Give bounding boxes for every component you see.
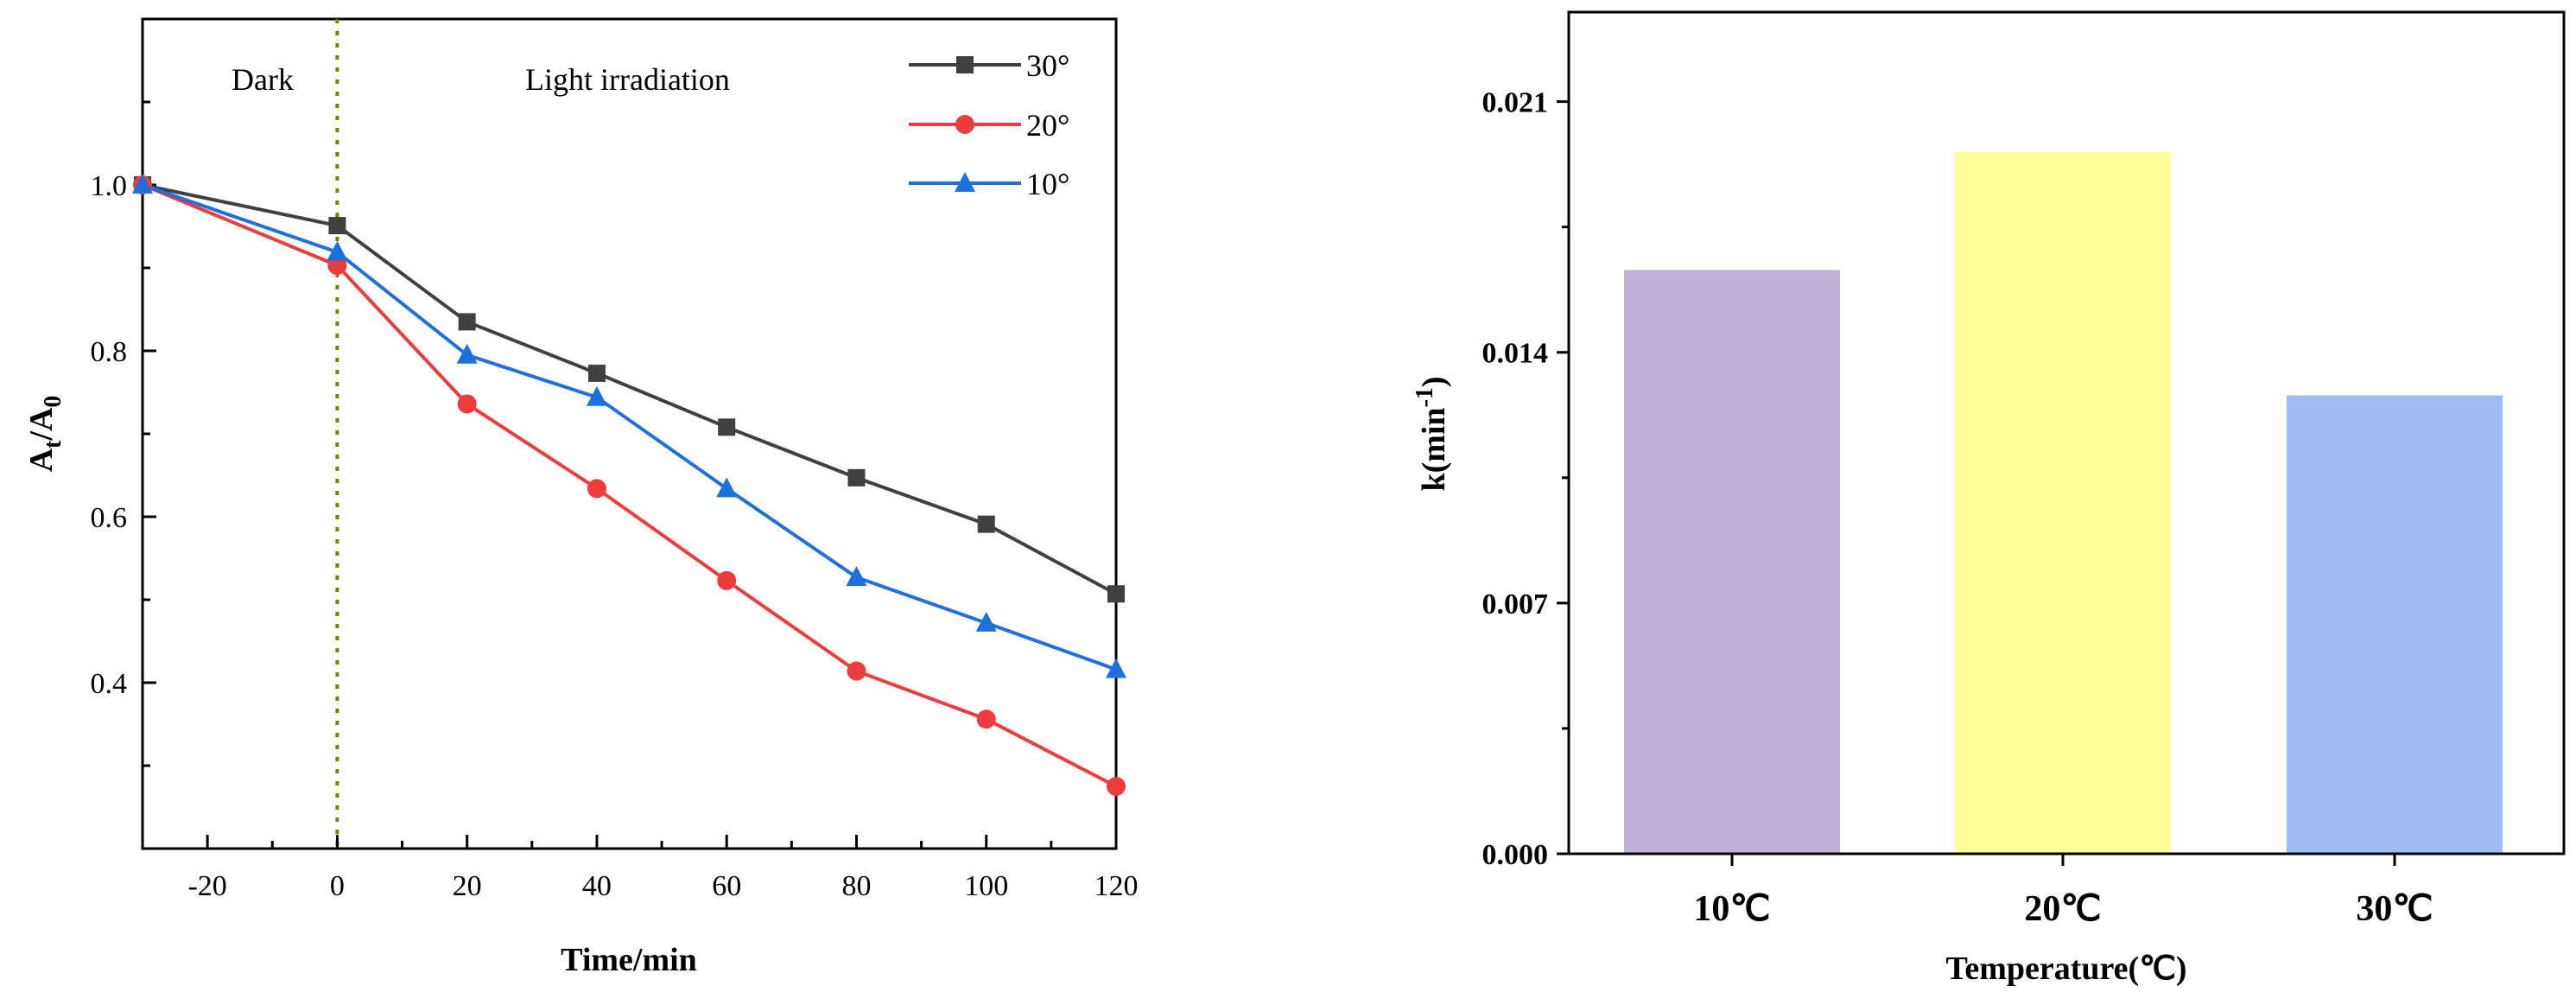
legend-marker-circle [955,115,974,134]
right-category-label: 20℃ [2024,889,2101,929]
left-x-axis-title: Time/min [561,942,697,978]
right-y-title-sup: -1 [1412,387,1438,407]
left-y-title-a: A [23,448,60,472]
right-y-axis-title: k(min-1) [1412,376,1452,491]
left-axis-ticks [141,100,1118,849]
left-x-tick-label: 80 [841,870,871,902]
bar-3 [2287,395,2503,855]
right-category-label: 30℃ [2356,889,2433,929]
data-point-triangle [846,566,867,587]
legend-label: 10° [1026,167,1069,201]
data-point-triangle [132,174,153,194]
left-x-tick-label: 100 [964,870,1008,902]
left-y-tick-label: 0.6 [91,502,128,534]
data-point-circle [847,661,866,681]
light-annotation: Light irradiation [525,62,730,97]
right-y-tick-label: 0.014 [1482,338,1549,370]
left-y-tick-label: 0.8 [91,336,128,368]
left-x-tick-label: -20 [187,870,226,902]
right-y-tick-label: 0.021 [1482,87,1549,119]
data-point-circle [457,394,477,414]
left-line-chart: -20 0 20 40 60 80 100 120 0.4 0.6 0.8 1.0 Dark Lig… [23,17,1139,978]
left-y-tick-labels: 0.4 0.6 0.8 1.0 [91,170,128,700]
left-y-title-sub-t: t [40,440,67,448]
right-plot-frame [1567,10,2566,856]
left-x-tick-label: 60 [712,870,741,902]
bar-2 [1955,151,2171,854]
right-category-label: 10℃ [1693,889,1770,929]
left-x-tick-label: 0 [330,870,345,902]
right-y-title-close: ) [1416,376,1452,387]
left-x-tick-label: 120 [1094,870,1139,902]
left-x-tick-label: 40 [582,870,612,902]
dark-annotation: Dark [232,62,294,97]
legend-marker-square [956,56,974,73]
right-y-tick-label: 0.000 [1482,839,1549,871]
data-point-square [847,468,866,487]
legend-label: 20° [1026,108,1069,143]
left-series-lines [142,183,1117,788]
data-point-square [718,418,736,436]
right-x-axis-title: Temperature(℃) [1945,951,2186,987]
legend-label: 30° [1026,48,1069,83]
series-line-2 [142,183,1117,788]
right-y-tick-labels: 0.000 0.007 0.014 0.021 [1482,87,1549,871]
series-line-3 [142,183,1117,671]
data-point-circle [1107,777,1126,796]
right-category-labels: 10℃ 20℃ 30℃ [1693,889,2433,929]
data-point-circle [717,570,737,590]
left-series-markers [132,174,1126,796]
series-line-1 [142,183,1117,596]
left-legend: 30° 20° 10° [909,48,1069,201]
data-point-square [458,313,476,331]
data-point-triangle [586,385,607,406]
left-y-title-slash: /A [23,407,60,442]
data-point-triangle [975,611,997,632]
left-y-axis-title: At/A0 [23,396,67,473]
legend-marker-triangle [955,172,975,192]
right-axis-ticks [1557,100,2396,866]
data-point-triangle [716,477,738,498]
bar-1 [1624,270,1840,855]
data-point-square [587,364,606,382]
data-point-circle [976,709,996,729]
data-point-square [328,217,346,235]
left-x-tick-labels: -20 0 20 40 60 80 100 120 [187,870,1138,902]
left-y-tick-label: 0.4 [91,668,128,700]
left-plot-frame [141,17,1118,850]
left-y-title-sub-0: 0 [40,396,67,408]
data-point-circle [587,479,606,499]
right-y-tick-label: 0.007 [1482,588,1549,620]
right-bars [1624,151,2503,855]
data-point-triangle [1106,658,1126,678]
left-x-tick-label: 20 [453,870,482,902]
right-bar-chart: 0.000 0.007 0.014 0.021 10℃ 20℃ 30℃ Temperatu… [1412,10,2566,987]
right-y-title-main: k(min [1416,407,1452,491]
data-point-triangle [456,343,478,364]
left-y-tick-label: 1.0 [91,170,128,202]
data-point-square [1107,585,1125,603]
data-point-triangle [327,240,348,261]
data-point-square [977,515,995,533]
